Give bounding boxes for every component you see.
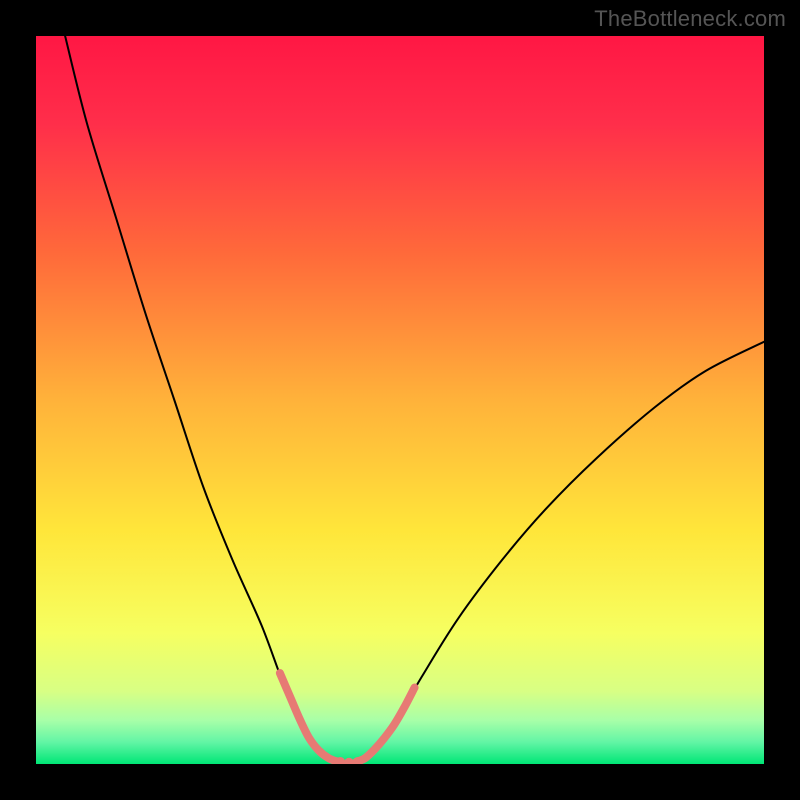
gradient-background: [36, 36, 764, 764]
plot-area: [36, 36, 764, 764]
bottleneck-chart: [36, 36, 764, 764]
watermark: TheBottleneck.com: [594, 6, 786, 32]
